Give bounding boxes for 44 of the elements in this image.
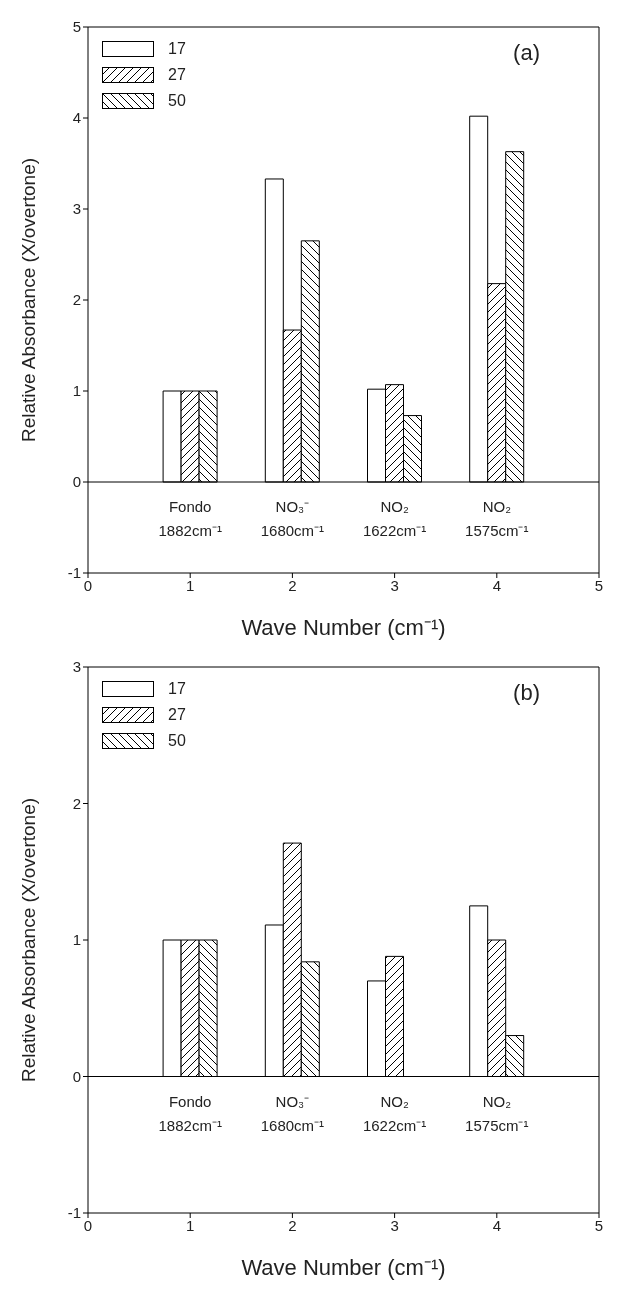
x-tick-label: 3 [390, 1216, 399, 1234]
x-tick-label: 0 [83, 576, 93, 594]
text: (b) [513, 680, 540, 706]
x-axis-title: Wave Number (cm⁻¹) [241, 615, 446, 640]
y-tick-label: 1 [72, 382, 81, 400]
x-tick-label: 3 [390, 576, 399, 594]
legend-label: 17 [168, 680, 186, 698]
annotation: Fondo 1882cm⁻¹ [158, 1092, 222, 1134]
text: (a) [513, 40, 540, 66]
y-tick-label: -1 [67, 1204, 81, 1222]
x-tick-label: 2 [288, 1216, 297, 1234]
legend-label: 50 [168, 92, 186, 110]
y-tick-label: 0 [72, 473, 81, 491]
x-tick-label: 5 [594, 576, 604, 594]
x-tick-label: 1 [186, 1216, 195, 1234]
x-tick-label: 4 [492, 1216, 501, 1234]
annotation: NO₂ 1622cm⁻¹ [362, 498, 427, 539]
x-tick-label: 4 [492, 576, 501, 594]
x-tick-label: 0 [83, 1216, 93, 1234]
annotation: NO₂ 1575cm⁻¹ [465, 1092, 529, 1134]
annotation: NO₂ 1575cm⁻¹ [465, 498, 529, 539]
y-tick-label: 0 [72, 1067, 81, 1085]
y-tick-label: 1 [72, 931, 81, 949]
y-tick-label: 3 [72, 658, 81, 676]
x-axis-title: Wave Number (cm⁻¹) [241, 1255, 446, 1280]
x-tick-label: 2 [288, 576, 297, 594]
y-tick-label: -1 [67, 564, 81, 582]
legend-label: 17 [168, 40, 186, 58]
annotation: Fondo 1882cm⁻¹ [158, 498, 222, 539]
x-tick-label: 5 [594, 1216, 604, 1234]
legend-label: 27 [168, 66, 186, 84]
y-tick-label: 2 [72, 794, 81, 812]
legend-label: 50 [168, 732, 186, 750]
annotation: NO₃⁻ 1680cm⁻¹ [260, 498, 325, 539]
y-tick-label: 4 [72, 109, 81, 127]
y-tick-label: 5 [72, 18, 81, 36]
annotation: NO₃⁻ 1680cm⁻¹ [260, 1092, 325, 1134]
y-axis-title: Relative Absorbance (X/overtone) [17, 797, 39, 1083]
y-axis-title: Relative Absorbance (X/overtone) [17, 157, 39, 443]
annotation: NO₂ 1622cm⁻¹ [362, 1092, 427, 1134]
y-tick-label: 2 [72, 291, 81, 309]
legend-label: 27 [168, 706, 186, 724]
y-tick-label: 3 [72, 200, 81, 218]
x-tick-label: 1 [186, 576, 195, 594]
